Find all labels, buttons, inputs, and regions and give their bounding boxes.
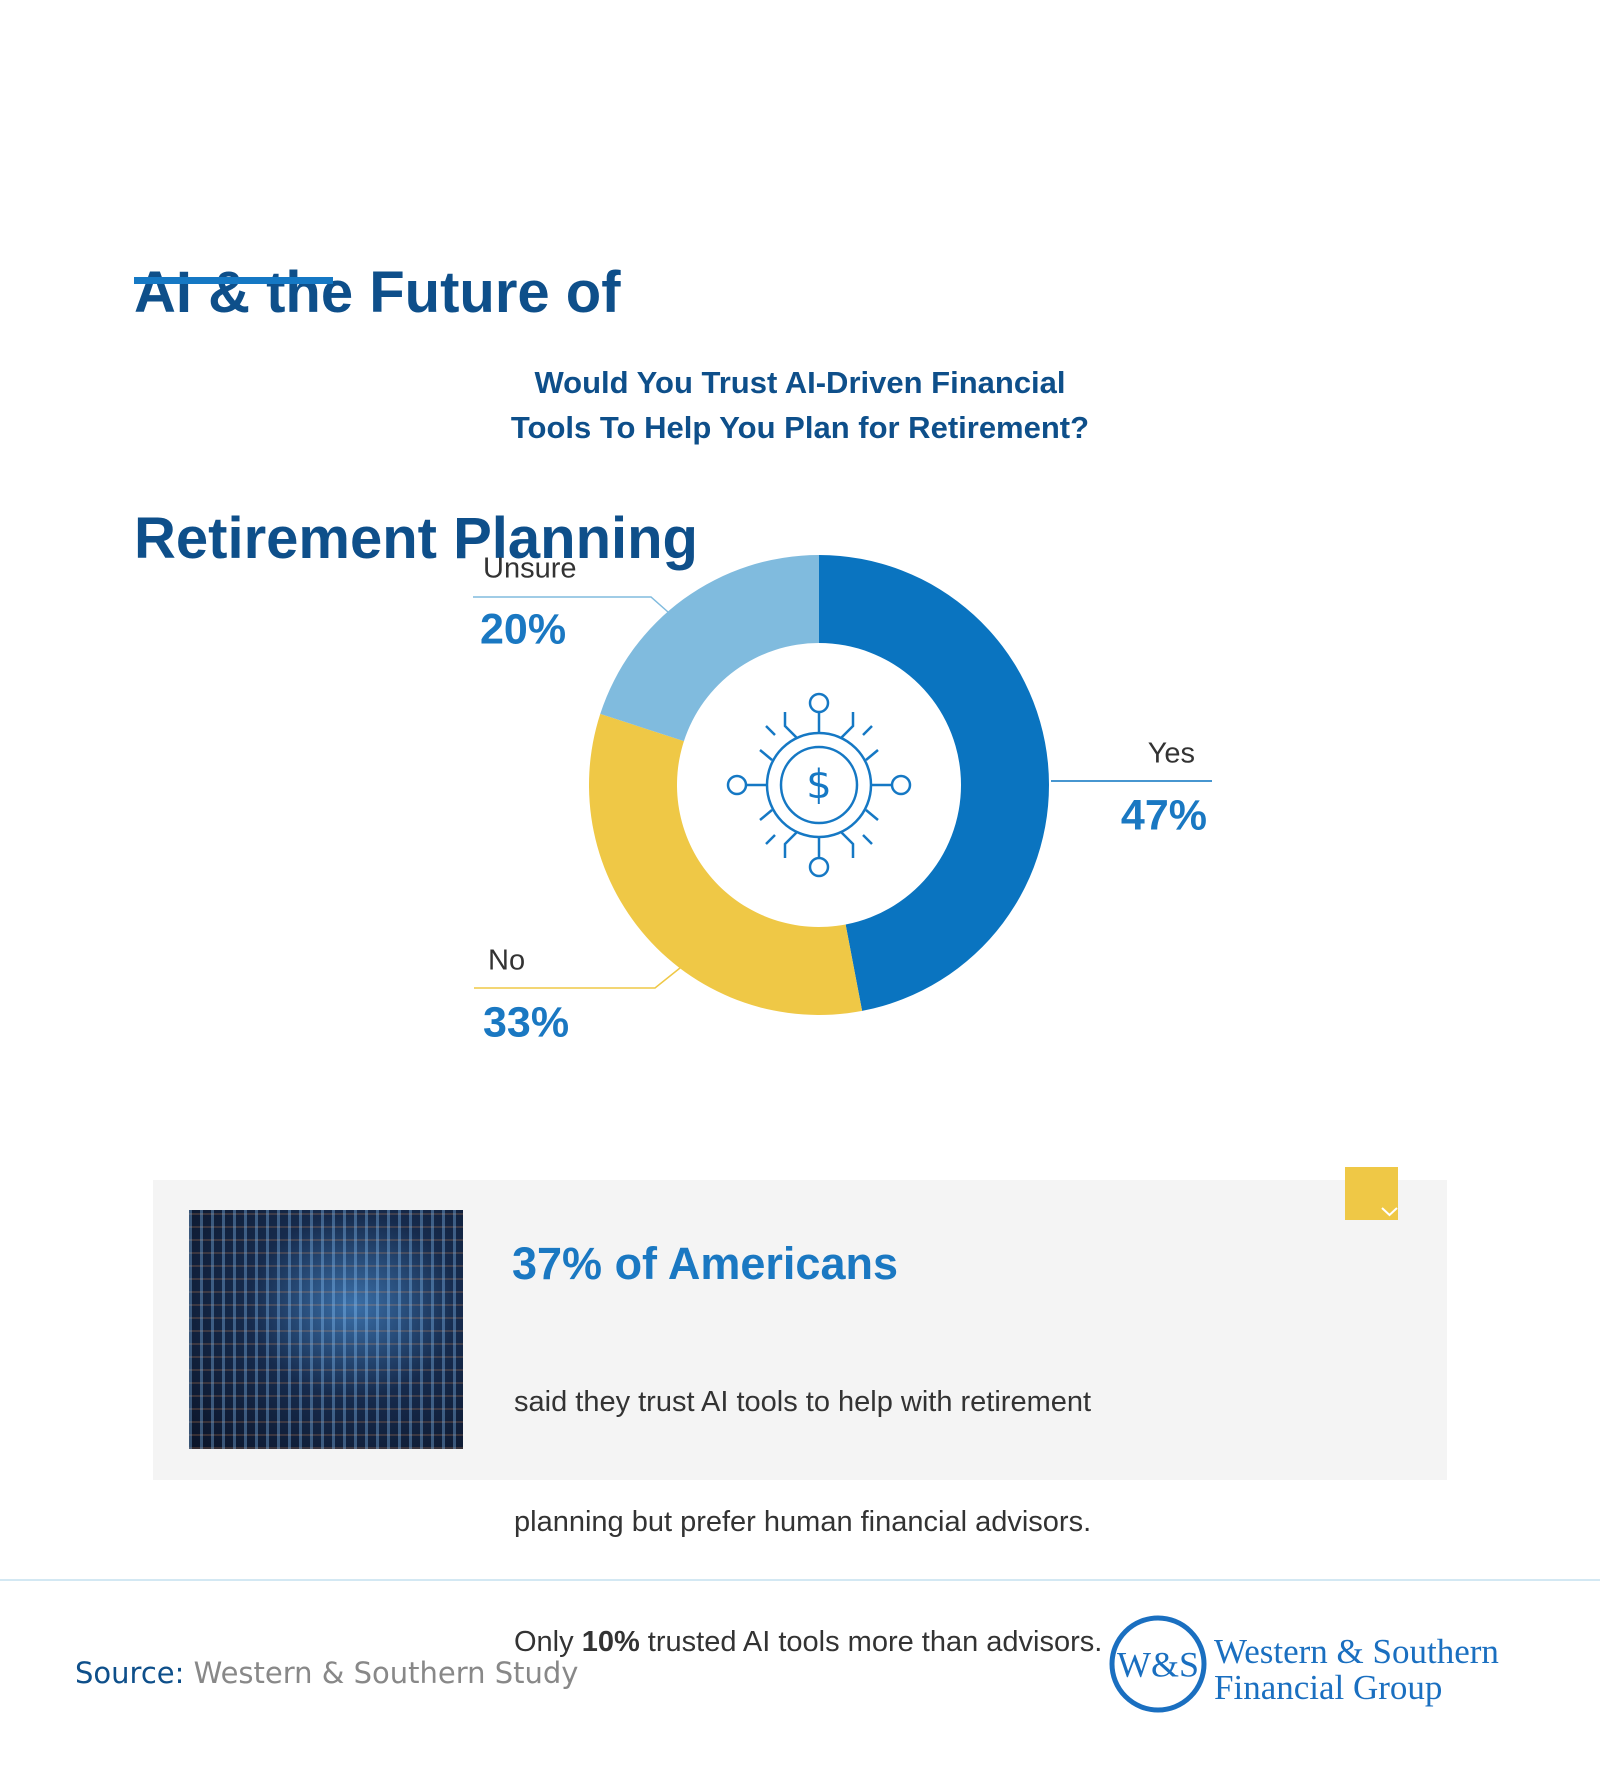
chevron-icon <box>1381 1207 1398 1217</box>
logo-text: Western & Southern <box>1214 1632 1499 1671</box>
value-label: 20% <box>480 605 566 653</box>
source-label: Source: <box>75 1656 185 1690</box>
title-line: AI & the Future of <box>134 260 621 325</box>
body-line: planning but prefer human financial advi… <box>514 1506 1092 1538</box>
title-underline <box>134 277 333 284</box>
logo-ring <box>1109 1615 1207 1713</box>
slice-label: No <box>488 945 525 977</box>
slice-label: Yes <box>1148 738 1195 770</box>
source: Source: Western & Southern Study <box>75 1656 578 1690</box>
body-line: said they trust AI tools to help with re… <box>514 1386 1092 1418</box>
chart-title: Tools To Help You Plan for Retirement? <box>511 410 1089 445</box>
body-emphasis: 10% <box>581 1626 640 1658</box>
logo-text: Financial Group <box>1214 1668 1442 1707</box>
chart: Would You Trust AI-Driven Financial Tool… <box>473 365 1212 1046</box>
title-line: Retirement Planning <box>134 506 698 571</box>
footer-divider <box>0 1579 1600 1581</box>
leader-line <box>474 967 681 989</box>
logo-mark: W&S <box>1117 1644 1199 1684</box>
callout-body: said they trust AI tools to help with re… <box>514 1302 1102 1742</box>
pie-slice <box>819 555 1049 1011</box>
svg-text:$: $ <box>806 762 831 808</box>
pie-slice <box>600 555 819 742</box>
chart-title: Would You Trust AI-Driven Financial <box>534 365 1065 400</box>
page-title: AI & the Future of Retirement Planning <box>134 88 698 744</box>
value-label: 33% <box>483 998 569 1046</box>
logo: W&S Western & Southern Financial Group <box>1109 1615 1499 1713</box>
body-line: Only 10% trusted AI tools more than advi… <box>514 1622 1102 1662</box>
pie-slice <box>588 713 863 1015</box>
image-texture <box>189 1210 463 1449</box>
body-text: trusted AI tools more than advisors. <box>639 1626 1103 1658</box>
value-label: 47% <box>1121 791 1207 839</box>
callout-headline: 37% of Americans <box>512 1238 898 1289</box>
center-icon: $ <box>726 692 912 878</box>
toggle-button[interactable] <box>1345 1167 1398 1220</box>
source-text: Western & Southern Study <box>193 1656 579 1690</box>
leader-line <box>473 596 669 613</box>
slice-label: Unsure <box>483 553 577 585</box>
body-text: Only <box>514 1626 582 1658</box>
callout-image <box>189 1210 463 1449</box>
